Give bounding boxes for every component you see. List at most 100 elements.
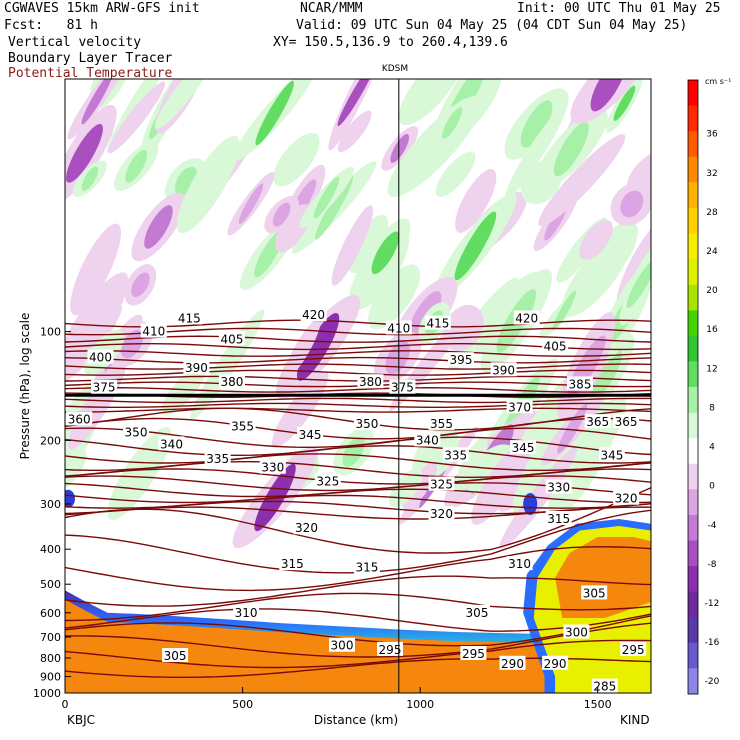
- theta-label-bg: [563, 624, 590, 639]
- downdraft-core: [620, 190, 644, 218]
- colorbar-swatch: [688, 156, 698, 183]
- colorbar-label: -20: [705, 677, 720, 687]
- updraft-cell: [454, 436, 488, 494]
- theta-label: 305: [466, 606, 489, 620]
- colorbar-swatch: [688, 412, 698, 439]
- colorbar-label: 24: [706, 247, 718, 257]
- theta-label: 380: [359, 375, 382, 389]
- colorbar-swatch: [688, 617, 698, 644]
- field-boundary-layer-tracer: Boundary Layer Tracer: [8, 51, 173, 66]
- theta-label-bg: [300, 307, 327, 322]
- theta-label-bg: [460, 646, 487, 660]
- field-vertical-velocity: Vertical velocity: [8, 35, 142, 50]
- colorbar-swatch: [688, 489, 698, 516]
- updraft-core: [442, 106, 463, 139]
- theta-label: 395: [450, 353, 473, 367]
- colorbar-label: 0: [709, 482, 715, 492]
- theta-label-bg: [91, 379, 118, 394]
- center-label: NCAR/MMM: [300, 1, 363, 16]
- updraft-cell: [273, 132, 320, 187]
- theta-isentrope: [65, 386, 651, 393]
- theta-label-bg: [428, 415, 455, 430]
- colorbar-label: 32: [706, 169, 717, 179]
- theta-label: 345: [299, 428, 322, 442]
- theta-label: 290: [544, 657, 567, 671]
- theta-label-bg: [233, 604, 260, 619]
- theta-label-bg: [584, 414, 611, 429]
- colorbar-swatch: [688, 463, 698, 490]
- left-station-label: KBJC: [67, 713, 95, 727]
- theta-label-bg: [229, 418, 256, 433]
- theta-label: 335: [206, 452, 229, 466]
- theta-label: 285: [593, 680, 616, 694]
- theta-label-bg: [545, 511, 572, 525]
- updraft-core: [454, 211, 497, 281]
- field-potential-temperature: Potential Temperature: [8, 66, 173, 81]
- colorbar-swatch: [688, 284, 698, 311]
- theta-isentrope: [65, 615, 651, 647]
- theta-label-bg: [66, 411, 93, 426]
- x-tick-label: 1500: [584, 698, 612, 711]
- theta-label: 300: [331, 639, 354, 653]
- theta-label-bg: [506, 399, 533, 414]
- colorbar-swatch: [688, 259, 698, 286]
- theta-label: 325: [430, 478, 453, 492]
- theta-label-bg: [613, 490, 640, 505]
- theta-label-bg: [279, 556, 306, 571]
- downdraft-core: [272, 202, 291, 227]
- updraft-core: [589, 349, 623, 401]
- theta-isentrope: [65, 407, 651, 413]
- downdraft-core: [390, 133, 410, 163]
- theta-label: 295: [379, 643, 402, 657]
- updraft-cell: [593, 220, 638, 279]
- theta-label-bg: [297, 426, 324, 441]
- downdraft-cell: [538, 134, 626, 227]
- colorbar-label: -12: [705, 599, 720, 609]
- y-tick-label: 800: [40, 652, 61, 665]
- updraft-core: [553, 121, 589, 177]
- downdraft-cell: [443, 304, 484, 352]
- downdraft-core: [131, 272, 150, 298]
- colorbar-swatch: [688, 591, 698, 618]
- cross-section-xy: XY= 150.5,136.9 to 260.4,139.6: [273, 35, 508, 50]
- theta-label-bg: [204, 450, 231, 465]
- theta-label: 400: [89, 351, 112, 365]
- colorbar-border: [687, 79, 699, 695]
- plot-border: [64, 78, 652, 694]
- theta-label-bg: [428, 506, 455, 521]
- updraft-cell: [435, 151, 476, 197]
- y-tick-label: 400: [40, 543, 61, 556]
- theta-label-bg: [353, 415, 380, 430]
- theta-label: 295: [622, 643, 645, 657]
- right-station-label: KIND: [620, 713, 650, 727]
- theta-label: 375: [93, 381, 116, 395]
- updraft-core: [255, 80, 294, 146]
- colorbar-label: 16: [706, 325, 718, 335]
- theta-label-bg: [428, 476, 455, 491]
- downdraft-core: [590, 79, 627, 112]
- theta-label-bg: [567, 376, 593, 391]
- x-tick-label: 1000: [406, 698, 434, 711]
- colorbar-label: 20: [706, 286, 718, 296]
- colorbar-swatch: [688, 668, 698, 695]
- theta-label-bg: [377, 641, 403, 656]
- theta-label: 330: [547, 481, 570, 495]
- theta-label: 355: [231, 420, 254, 434]
- colorbar: 36 32 28 24 20 16 12 8 4 0 -4 -8 -12 -16 -20: [687, 79, 720, 695]
- y-tick-label: 100: [40, 326, 61, 339]
- y-tick-label: 1000: [33, 687, 61, 700]
- model-title: CGWAVES 15km ARW-GFS init: [4, 1, 200, 16]
- theta-label: 405: [544, 340, 567, 354]
- theta-label-bg: [389, 379, 416, 394]
- colorbar-label: -4: [708, 521, 717, 531]
- x-tick-label: 500: [232, 698, 253, 711]
- theta-label-bg: [581, 585, 608, 600]
- theta-label-bg: [620, 641, 647, 656]
- theta-isentrope: [65, 356, 651, 364]
- init-time: Init: 00 UTC Thu 01 May 25: [517, 1, 721, 16]
- downdraft-cell: [579, 219, 613, 260]
- updraft-cell: [154, 79, 212, 129]
- colorbar-label: 36: [706, 130, 718, 140]
- theta-label-bg: [87, 349, 114, 364]
- y-tick-label: 600: [40, 607, 61, 620]
